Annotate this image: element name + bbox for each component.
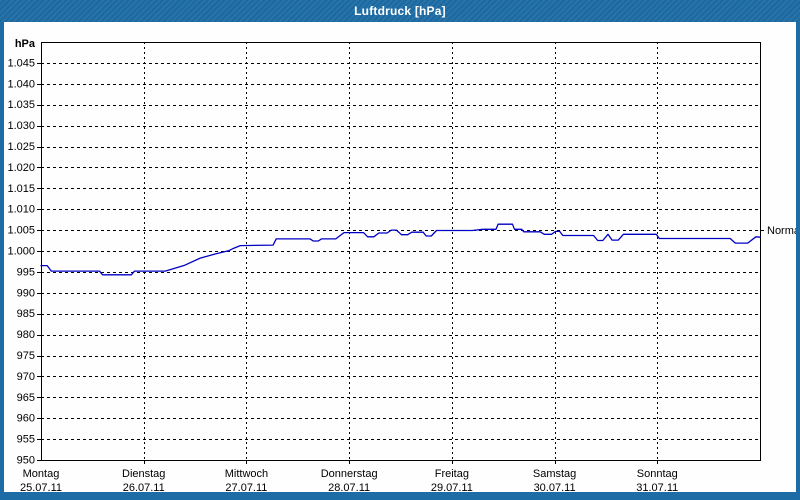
y-tick-label: 965 xyxy=(17,392,35,404)
y-tick-label: 1.030 xyxy=(7,120,35,132)
y-tick-label: 1.005 xyxy=(7,225,35,237)
day-label: Samstag xyxy=(533,468,576,480)
window-title: Luftdruck [hPa] xyxy=(354,4,446,18)
day-label: Montag xyxy=(23,468,60,480)
date-label: 29.07.11 xyxy=(431,482,473,492)
plot-border xyxy=(41,42,761,461)
title-bar: Luftdruck [hPa] xyxy=(0,0,800,22)
date-label: 26.07.11 xyxy=(123,482,165,492)
day-label: Donnerstag xyxy=(321,468,378,480)
day-label: Freitag xyxy=(435,468,469,480)
y-tick-label: 1.010 xyxy=(7,204,35,216)
y-tick-label: 975 xyxy=(17,350,35,362)
date-label: 25.07.11 xyxy=(20,482,62,492)
pressure-series-line xyxy=(40,223,761,276)
y-tick-label: 1.015 xyxy=(7,183,35,195)
y-tick-label: 1.035 xyxy=(7,99,35,111)
normal-reference-label: Normal xyxy=(767,225,796,237)
chart-panel: 950 955 960 965 970 975 980 985 990 995 1.000 1.005… xyxy=(4,22,800,494)
bottom-bar xyxy=(0,492,800,500)
y-tick-label: 955 xyxy=(17,434,35,446)
y-tick-label: 980 xyxy=(17,329,35,341)
day-label: Dienstag xyxy=(122,468,165,480)
y-tick-label: 960 xyxy=(17,413,35,425)
y-tick-label: 985 xyxy=(17,308,35,320)
pressure-chart: 950 955 960 965 970 975 980 985 990 995 1.000 1.005… xyxy=(7,38,800,494)
y-tick-label: 1.040 xyxy=(7,78,35,90)
day-label: Sonntag xyxy=(637,468,678,480)
date-label: 30.07.11 xyxy=(534,482,576,492)
y-tick-label: 1.045 xyxy=(7,57,35,69)
y-tick-label: 1.000 xyxy=(7,246,35,258)
y-tick-label: 1.025 xyxy=(7,141,35,153)
date-label: 28.07.11 xyxy=(328,482,370,492)
day-label: Mittwoch xyxy=(225,468,268,480)
date-label: 31.07.11 xyxy=(636,482,678,492)
y-tick-label: 950 xyxy=(17,455,35,467)
y-axis-unit-label: hPa xyxy=(15,38,36,50)
y-tick-label: 995 xyxy=(17,266,35,278)
y-tick-label: 990 xyxy=(17,287,35,299)
y-tick-label: 1.020 xyxy=(7,162,35,174)
y-tick-label: 970 xyxy=(17,371,35,383)
date-label: 27.07.11 xyxy=(225,482,267,492)
